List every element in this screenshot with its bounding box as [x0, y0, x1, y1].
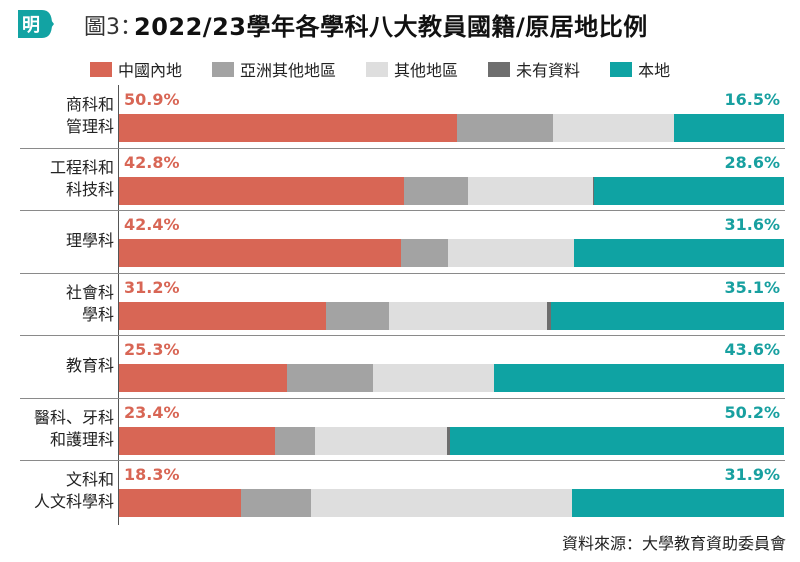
bar-segment-local	[450, 426, 784, 455]
bar-segment-asia	[287, 364, 374, 392]
legend-swatch-other	[366, 61, 389, 77]
bar-segment-other	[468, 176, 594, 205]
bar-segment-china	[119, 426, 275, 455]
local-percent-label: 28.6%	[724, 152, 780, 172]
chart-legend: 中國內地 亞洲其他地區 其他地區 未有資料 本地	[90, 56, 700, 82]
china-percent-label: 31.2%	[124, 277, 180, 297]
legend-label: 本地	[638, 61, 671, 80]
bar-segment-other	[388, 301, 548, 330]
legend-item-china: 中國內地	[90, 57, 182, 81]
local-percent-label: 31.6%	[724, 215, 780, 234]
bar-segment-local	[571, 489, 784, 517]
category-label: 社會科 學科	[66, 282, 114, 326]
legend-label: 亞洲其他地區	[240, 61, 337, 80]
bar-segment-local	[593, 176, 784, 205]
stacked-bar-chart: 商科和 管理科 50.9% 16.5% 工程科和 科技科 42.8% 28.6% 理學科 42.4…	[0, 85, 800, 525]
category-label-line: 管理科	[65, 117, 114, 137]
bar-segment-asia	[326, 301, 389, 330]
local-percent-label: 16.5%	[724, 90, 780, 109]
chart-title: 2022/23學年各學科八大教員國籍/原居地比例	[134, 13, 648, 41]
category-label-line: 工程科和	[49, 157, 114, 177]
local-percent-label: 31.9%	[724, 465, 780, 484]
bar-segment-other	[447, 239, 574, 267]
row-divider	[20, 210, 785, 211]
row-divider	[20, 147, 785, 149]
row-divider	[20, 397, 785, 399]
bar-segment-unknown	[547, 301, 551, 330]
legend-label: 未有資料	[516, 61, 581, 80]
legend-swatch-local	[610, 61, 633, 77]
category-label-line: 科技科	[65, 179, 114, 199]
legend-label: 其他地區	[394, 61, 459, 80]
category-label-line: 教育科	[65, 356, 114, 376]
legend-swatch-asia	[212, 61, 235, 77]
bar-segment-asia	[274, 426, 316, 455]
china-percent-label: 25.3%	[124, 340, 180, 359]
category-label: 文科和 人文科學科	[34, 469, 114, 513]
category-label-line: 理學科	[65, 231, 114, 251]
bar-segment-china	[119, 489, 241, 517]
china-percent-label: 23.4%	[124, 402, 180, 422]
local-percent-label: 43.6%	[724, 340, 780, 359]
category-label: 商科和 管理科	[66, 94, 114, 138]
china-percent-label: 42.4%	[124, 215, 180, 234]
bar-segment-china	[119, 176, 404, 205]
bar-segment-local	[550, 301, 784, 330]
category-label-line: 文科和	[65, 470, 114, 490]
bar-segment-other	[373, 364, 495, 392]
bar-segment-local	[573, 239, 784, 267]
bar-segment-asia	[240, 489, 311, 517]
legend-item-asia: 亞洲其他地區	[212, 57, 336, 81]
bar-segment-local	[674, 114, 784, 142]
legend-item-other: 其他地區	[366, 57, 458, 81]
bar-segment-china	[119, 364, 288, 392]
row-divider	[20, 335, 785, 336]
bar-segment-other	[552, 114, 675, 142]
legend-swatch-unknown	[488, 61, 511, 77]
legend-item-local: 本地	[610, 57, 670, 81]
china-percent-label: 18.3%	[124, 465, 180, 484]
china-percent-label: 42.8%	[124, 152, 180, 172]
category-label-line: 社會科	[65, 282, 114, 302]
china-percent-label: 50.9%	[124, 90, 180, 109]
category-label-line: 和護理科	[49, 429, 114, 449]
category-label: 工程科和 科技科	[50, 157, 114, 201]
category-label: 教育科	[66, 355, 114, 377]
ming-pao-logo: 明	[18, 10, 54, 38]
bar-segment-asia	[403, 176, 469, 205]
category-label: 理學科	[66, 230, 114, 252]
figure-label: 圖3：	[84, 15, 142, 40]
category-label-line: 商科和	[65, 95, 114, 115]
bar-segment-asia	[457, 114, 553, 142]
bar-segment-asia	[400, 239, 448, 267]
category-axis-line	[118, 85, 119, 525]
chart-header: 明 圖3： 2022/23學年各學科八大教員國籍/原居地比例	[0, 0, 800, 48]
category-label: 醫科、牙科 和護理科	[34, 407, 114, 451]
row-divider	[20, 460, 785, 461]
source-note: 資料來源：大學教育資助委員會	[561, 534, 786, 553]
bar-segment-unknown	[593, 176, 594, 205]
bar-segment-china	[119, 301, 327, 330]
bar-segment-unknown	[446, 426, 451, 455]
bar-segment-china	[119, 239, 401, 267]
legend-swatch-china	[90, 61, 112, 77]
bar-segment-china	[119, 114, 458, 142]
legend-label: 中國內地	[118, 61, 183, 80]
row-divider	[20, 272, 785, 274]
bar-segment-other	[310, 489, 572, 517]
legend-item-unknown: 未有資料	[488, 57, 580, 81]
logo-text: 明	[22, 15, 40, 36]
category-label-line: 學科	[81, 304, 114, 324]
bar-segment-other	[315, 426, 447, 455]
bar-segment-local	[494, 364, 784, 392]
local-percent-label: 50.2%	[724, 402, 780, 422]
local-percent-label: 35.1%	[724, 277, 780, 297]
category-label-line: 醫科、牙科	[33, 407, 114, 427]
category-label-line: 人文科學科	[33, 492, 114, 512]
